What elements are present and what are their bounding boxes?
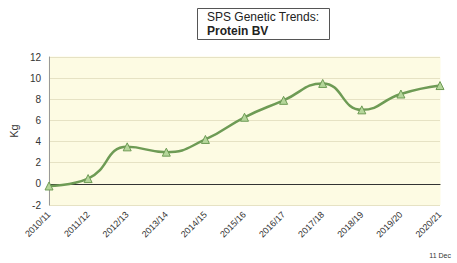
svg-text:2010/11: 2010/11 — [23, 209, 53, 239]
svg-text:6: 6 — [35, 115, 41, 126]
svg-text:10: 10 — [30, 73, 42, 84]
svg-text:2011/12: 2011/12 — [62, 209, 92, 239]
svg-text:2019/20: 2019/20 — [374, 209, 404, 239]
svg-text:11 Dec: 11 Dec — [429, 252, 451, 259]
svg-text:12: 12 — [30, 52, 42, 63]
svg-text:Protein BV: Protein BV — [207, 24, 268, 38]
svg-text:2013/14: 2013/14 — [140, 209, 170, 239]
svg-text:4: 4 — [35, 136, 41, 147]
svg-text:2016/17: 2016/17 — [257, 209, 287, 239]
svg-text:SPS Genetic Trends:: SPS Genetic Trends: — [207, 10, 319, 24]
svg-text:2014/15: 2014/15 — [179, 209, 209, 239]
svg-text:2: 2 — [35, 157, 41, 168]
svg-text:-2: -2 — [32, 200, 41, 211]
svg-text:2020/21: 2020/21 — [413, 209, 443, 239]
svg-text:2018/19: 2018/19 — [335, 209, 365, 239]
svg-text:Kg: Kg — [8, 124, 20, 137]
svg-text:2012/13: 2012/13 — [101, 209, 131, 239]
svg-text:0: 0 — [35, 178, 41, 189]
svg-text:8: 8 — [35, 94, 41, 105]
svg-text:2015/16: 2015/16 — [218, 209, 248, 239]
svg-text:2017/18: 2017/18 — [296, 209, 326, 239]
